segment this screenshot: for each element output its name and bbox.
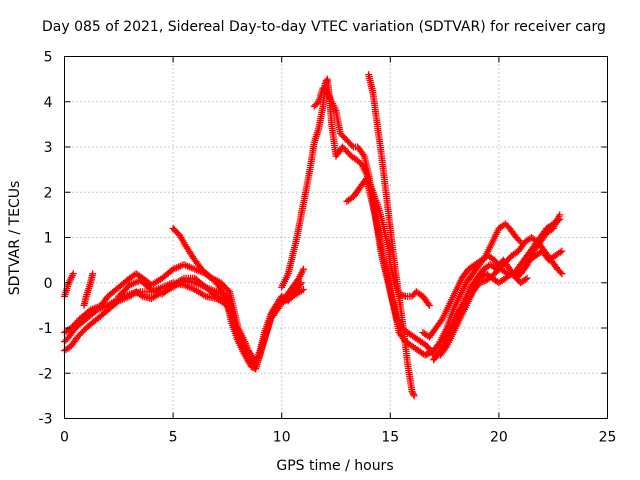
series-track-8	[278, 75, 433, 309]
axis-ticks	[64, 56, 608, 419]
x-tick-label: 0	[60, 430, 69, 446]
y-tick-label: -1	[39, 321, 53, 337]
y-axis-tick-labels: -3 -2 -1 0 1 2 3 4 5	[39, 50, 53, 428]
series-track-11	[365, 71, 418, 400]
x-tick-label: 20	[490, 430, 508, 446]
x-tick-label: 5	[169, 430, 178, 446]
x-tick-label: 10	[273, 430, 291, 446]
y-tick-label: 5	[44, 50, 53, 66]
y-tick-label: 3	[44, 140, 53, 156]
y-tick-label: -2	[39, 366, 53, 382]
y-tick-label: -3	[39, 412, 53, 428]
y-tick-label: 0	[44, 276, 53, 292]
data-points	[61, 71, 566, 400]
x-axis-tick-labels: 0 5 10 15 20 25	[60, 430, 616, 446]
y-axis-label: SDTVAR / TECUs	[7, 181, 23, 296]
series-track-5	[80, 270, 97, 309]
series-track-15	[517, 211, 564, 278]
series-track-9	[310, 84, 525, 359]
series-track-6	[169, 224, 253, 357]
chart-title: Day 085 of 2021, Sidereal Day-to-day VTE…	[42, 19, 606, 35]
y-tick-label: 2	[44, 185, 53, 201]
x-axis-label: GPS time / hours	[276, 458, 393, 474]
y-tick-label: 1	[44, 231, 53, 247]
x-tick-label: 15	[381, 430, 399, 446]
series-track-7	[115, 274, 257, 368]
y-tick-label: 4	[44, 95, 53, 111]
x-tick-label: 25	[599, 430, 617, 446]
series-track-4	[61, 270, 77, 300]
